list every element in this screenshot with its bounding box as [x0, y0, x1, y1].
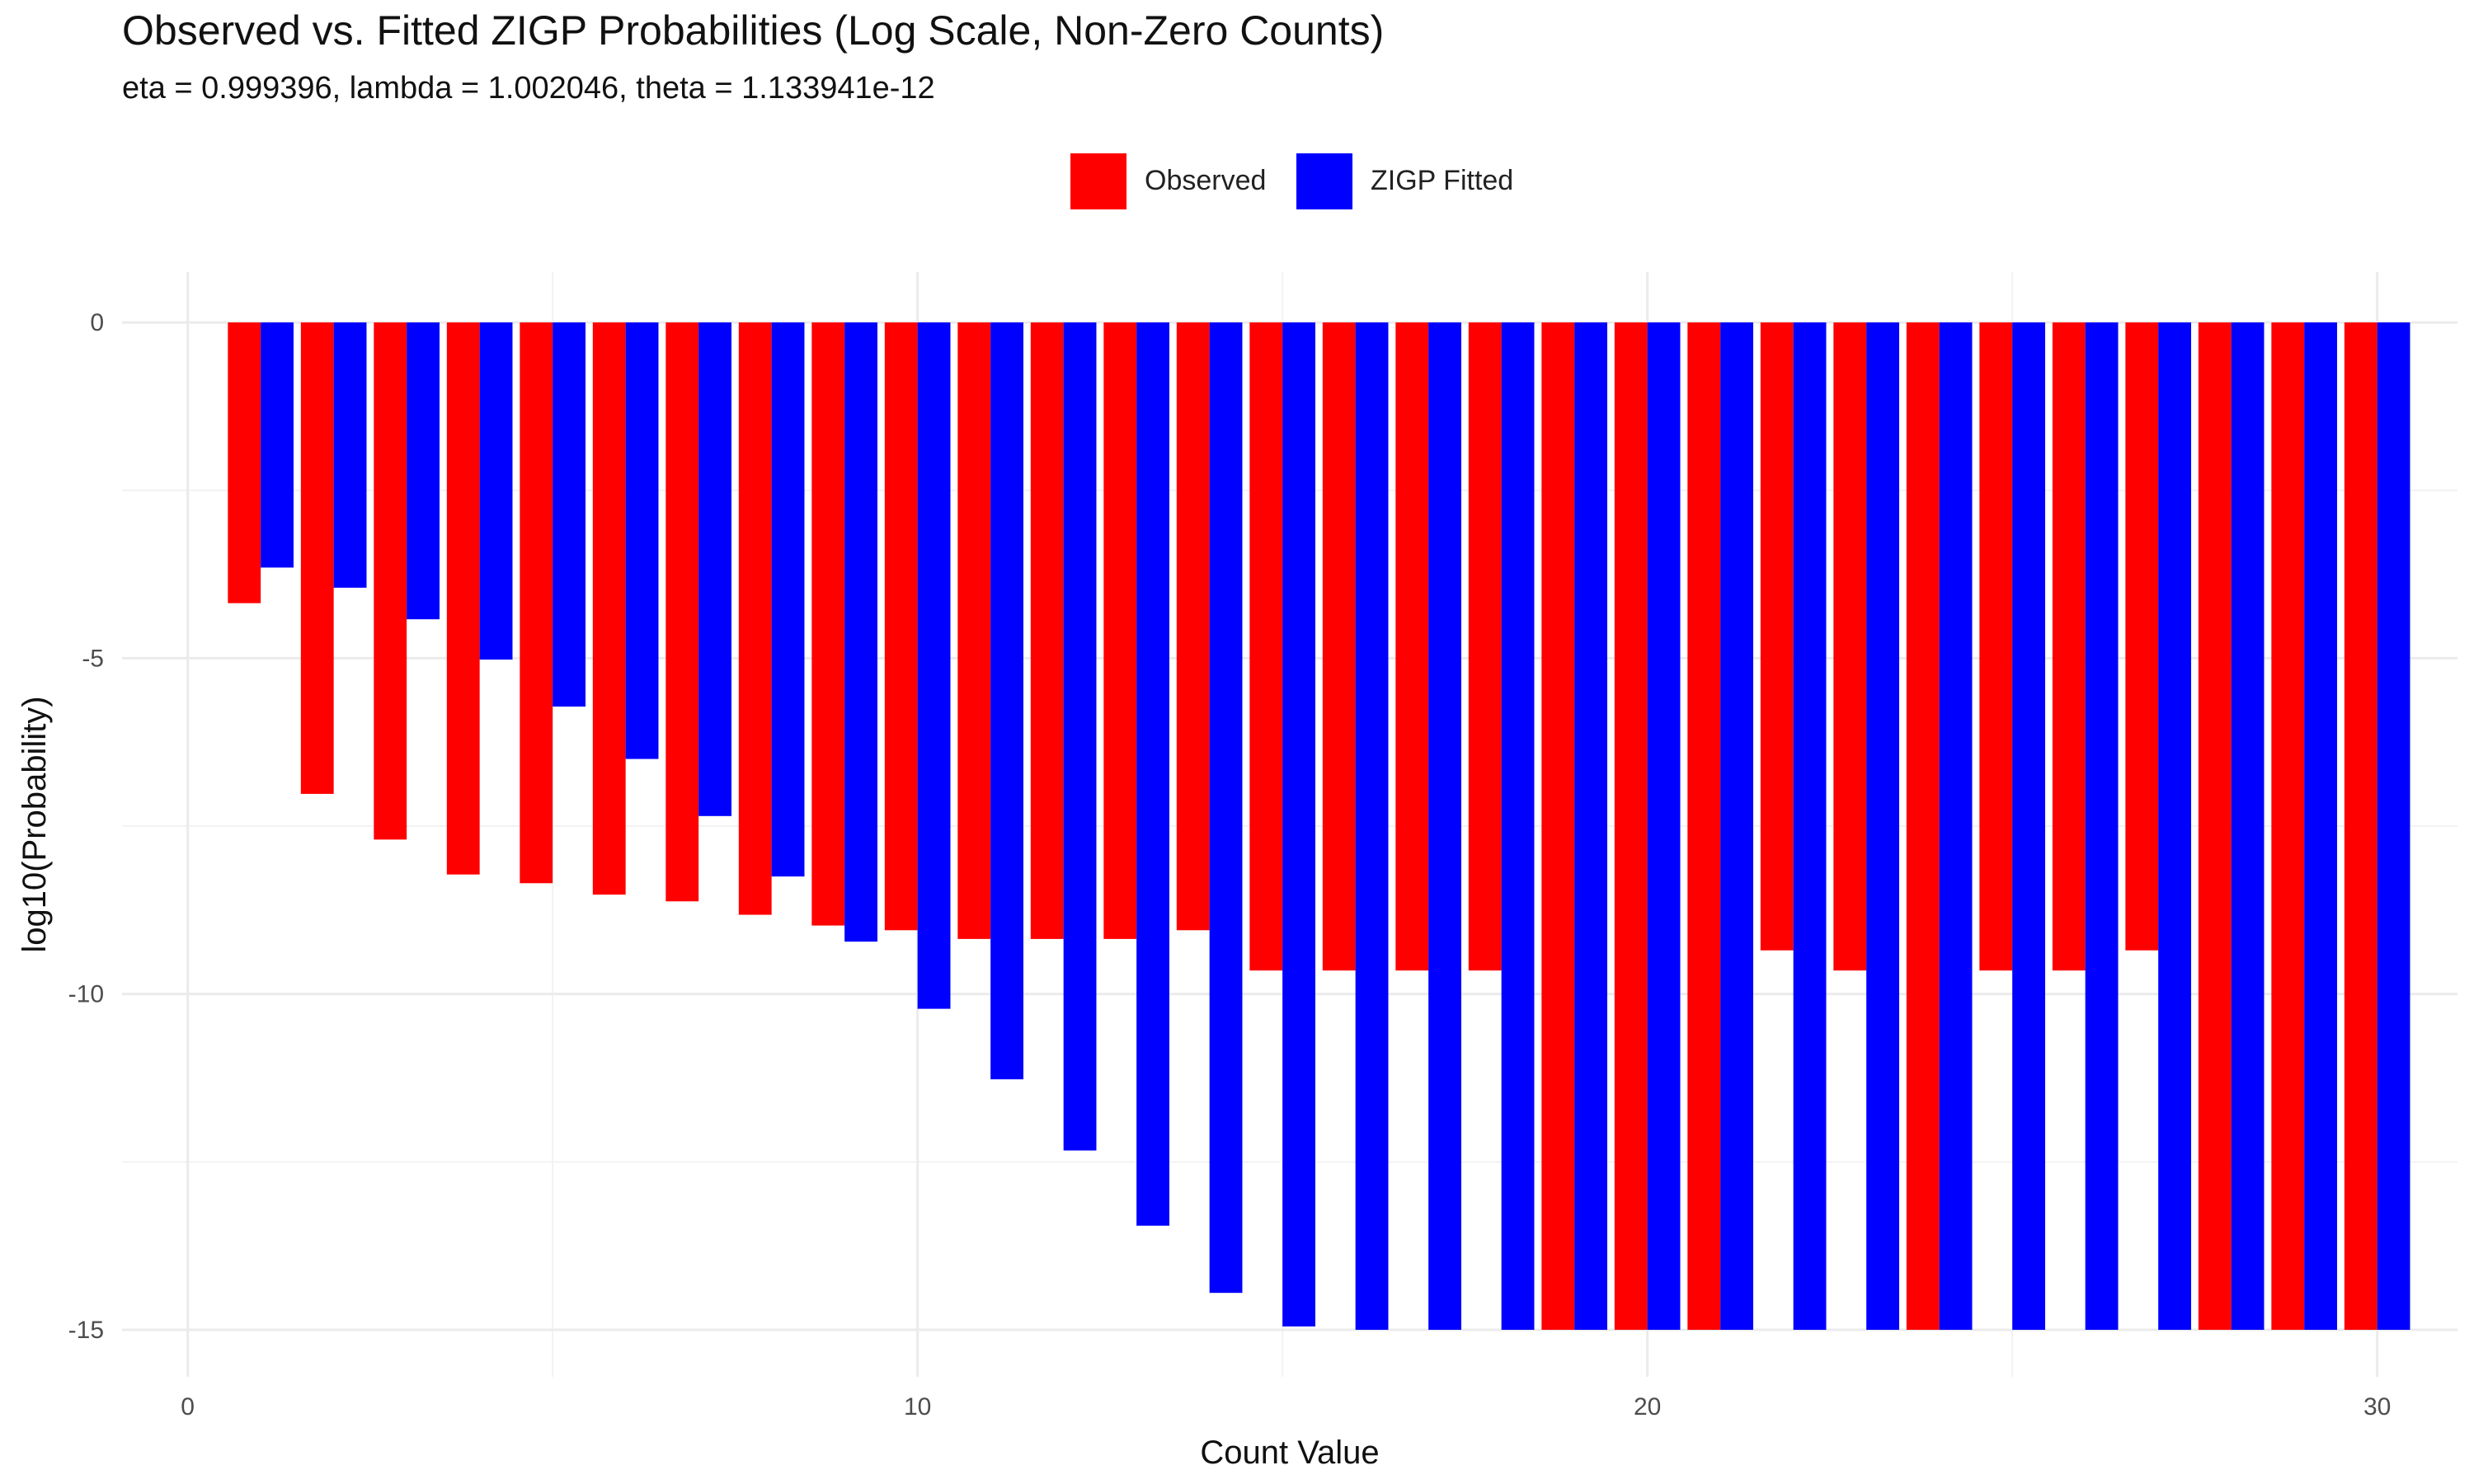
legend-key-observed [1070, 153, 1126, 209]
bar-zigp-fitted-30 [2377, 322, 2411, 1330]
bar-zigp-fitted-10 [917, 322, 951, 1009]
x-tick-label: 20 [1634, 1393, 1661, 1421]
legend-key-zigp-fitted [1296, 153, 1352, 209]
bar-zigp-fitted-28 [2231, 322, 2265, 1330]
legend-label-zigp-fitted: ZIGP Fitted [1371, 165, 1514, 196]
bar-zigp-fitted-9 [844, 322, 877, 942]
bar-observed-8 [738, 322, 772, 915]
bar-zigp-fitted-12 [1063, 322, 1097, 1151]
bar-observed-23 [1833, 322, 1867, 971]
bar-observed-6 [592, 322, 626, 895]
y-tick-label: -5 [82, 645, 104, 672]
bar-observed-12 [1030, 322, 1064, 939]
bar-observed-15 [1249, 322, 1283, 971]
y-axis-title: log10(Probability) [16, 696, 53, 952]
bar-zigp-fitted-13 [1136, 322, 1169, 1226]
bar-observed-27 [2125, 322, 2159, 951]
bar-observed-1 [228, 322, 261, 603]
bars [228, 322, 2411, 1330]
bar-observed-19 [1541, 322, 1575, 1330]
bar-observed-21 [1687, 322, 1721, 1330]
bar-observed-25 [1979, 322, 2013, 971]
y-axis-ticks: 0 -5 -10 -15 [68, 309, 104, 1344]
bar-zigp-fitted-22 [1793, 322, 1827, 1330]
x-tick-label: 0 [181, 1393, 195, 1421]
bar-zigp-fitted-15 [1282, 322, 1315, 1327]
bar-zigp-fitted-17 [1428, 322, 1461, 1330]
x-axis-ticks: 0 10 20 30 [181, 1393, 2391, 1421]
bar-observed-2 [300, 322, 334, 794]
legend: Observed ZIGP Fitted [0, 152, 2474, 209]
bar-zigp-fitted-26 [2085, 322, 2119, 1330]
bar-observed-29 [2271, 322, 2305, 1330]
bar-observed-18 [1468, 322, 1502, 971]
bar-zigp-fitted-4 [479, 322, 513, 660]
y-tick-label: -10 [68, 981, 104, 1008]
bar-zigp-fitted-25 [2012, 322, 2045, 1330]
bar-observed-5 [520, 322, 553, 884]
bar-zigp-fitted-2 [333, 322, 367, 588]
legend-label-observed: Observed [1145, 165, 1267, 196]
bar-observed-10 [884, 322, 918, 931]
bar-observed-3 [374, 322, 407, 840]
bar-observed-13 [1103, 322, 1137, 939]
bar-zigp-fitted-20 [1647, 322, 1681, 1330]
bar-observed-24 [1906, 322, 1940, 1330]
bar-zigp-fitted-3 [407, 322, 440, 620]
bar-observed-16 [1322, 322, 1356, 971]
x-tick-label: 30 [2363, 1393, 2391, 1421]
bar-observed-4 [446, 322, 480, 875]
chart-title: Observed vs. Fitted ZIGP Probabilities (… [122, 7, 1385, 54]
bar-zigp-fitted-8 [771, 322, 805, 877]
bar-observed-26 [2052, 322, 2086, 971]
x-tick-label: 10 [904, 1393, 931, 1421]
bar-zigp-fitted-23 [1866, 322, 1899, 1330]
bar-observed-28 [2198, 322, 2232, 1330]
bar-observed-22 [1760, 322, 1794, 951]
y-tick-label: 0 [90, 309, 104, 336]
bar-zigp-fitted-16 [1355, 322, 1389, 1330]
bar-zigp-fitted-29 [2304, 322, 2337, 1330]
bar-zigp-fitted-14 [1209, 322, 1243, 1294]
bar-observed-11 [957, 322, 991, 939]
x-axis-title: Count Value [1200, 1435, 1379, 1471]
bar-zigp-fitted-1 [261, 322, 294, 568]
bar-zigp-fitted-18 [1501, 322, 1535, 1330]
y-tick-label: -15 [68, 1317, 104, 1344]
bar-zigp-fitted-7 [698, 322, 731, 816]
bar-zigp-fitted-24 [1939, 322, 1973, 1330]
bar-observed-20 [1614, 322, 1648, 1330]
bar-observed-30 [2344, 322, 2378, 1330]
bar-zigp-fitted-5 [553, 322, 586, 707]
bar-zigp-fitted-11 [990, 322, 1023, 1080]
bar-zigp-fitted-6 [625, 322, 659, 759]
bar-observed-7 [666, 322, 699, 902]
bar-observed-14 [1176, 322, 1210, 931]
bar-zigp-fitted-21 [1720, 322, 1753, 1330]
bar-observed-9 [811, 322, 845, 926]
bar-zigp-fitted-27 [2158, 322, 2191, 1330]
chart-subtitle: eta = 0.999396, lambda = 1.002046, theta… [122, 71, 935, 106]
bar-observed-17 [1395, 322, 1429, 971]
bar-zigp-fitted-19 [1574, 322, 1607, 1330]
